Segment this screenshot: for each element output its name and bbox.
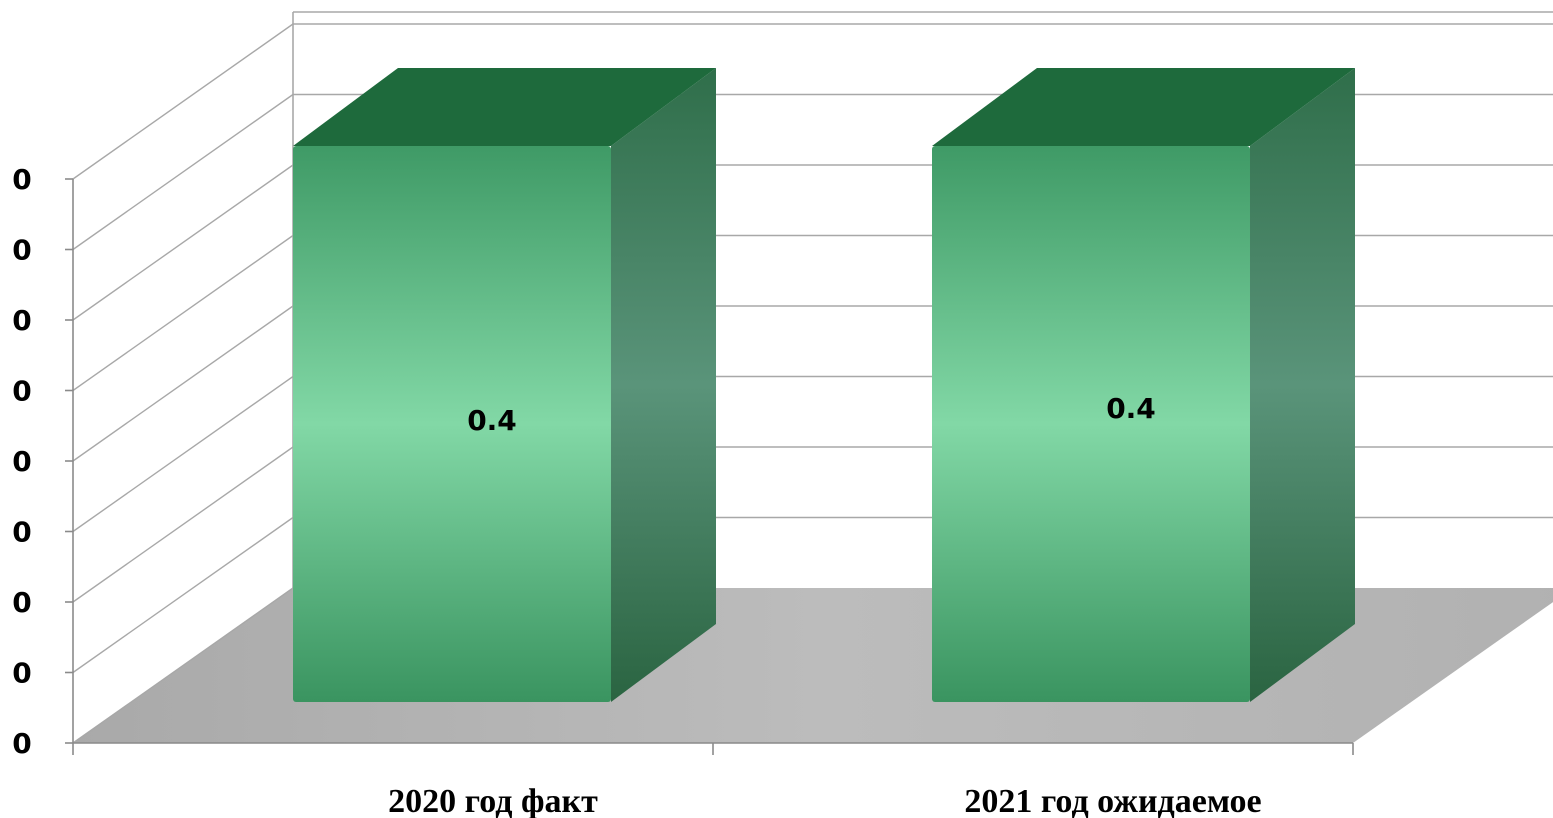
y-tick-label: 0 <box>12 375 31 408</box>
data-label: 0.4 <box>1106 392 1156 425</box>
labels-layer: 0 0 0 0 0 0 0 0 0 0.4 2020 год факт 0.4 2021 год ожи… <box>12 163 1261 818</box>
axis-layer <box>65 178 1354 755</box>
y-tick-label: 0 <box>12 727 31 760</box>
side-wall-gridline <box>72 93 294 251</box>
y-tick-label: 0 <box>12 304 31 337</box>
side-wall-gridline <box>72 587 294 744</box>
side-wall-gridline <box>72 446 294 603</box>
y-tick-label: 0 <box>12 163 31 196</box>
y-tick-label: 0 <box>12 234 31 267</box>
bar-3d <box>932 68 1355 702</box>
side-wall-gridline <box>72 23 294 180</box>
y-tick-label: 0 <box>12 657 31 690</box>
data-label: 0.4 <box>467 404 517 437</box>
side-wall-gridline <box>72 305 294 462</box>
side-wall-gridline <box>72 164 294 321</box>
bar-side-face <box>611 68 716 702</box>
bar-side-face <box>1250 68 1355 702</box>
side-wall-gridline <box>72 234 294 392</box>
y-tick-label: 0 <box>12 586 31 619</box>
bar <box>932 146 1250 702</box>
x-category-label: 2020 год факт <box>388 783 598 818</box>
x-category-label: 2021 год ожидаемое <box>964 783 1261 818</box>
bar-top-face <box>293 68 716 146</box>
bar <box>293 146 611 702</box>
bar-3d <box>293 68 716 702</box>
y-tick-label: 0 <box>12 445 31 478</box>
side-wall-gridline <box>72 516 294 674</box>
side-wall-gridline <box>72 375 294 533</box>
bars-layer <box>293 68 1355 702</box>
y-tick-label: 0 <box>12 516 31 549</box>
bar-top-face <box>932 68 1355 146</box>
